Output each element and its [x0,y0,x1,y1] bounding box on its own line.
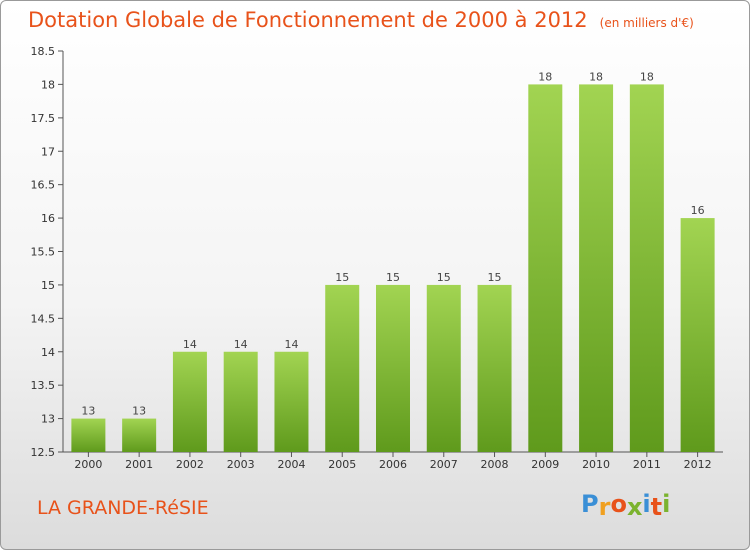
bar-value-label: 15 [488,271,502,284]
x-tick-label: 2011 [633,458,661,471]
logo-letter: i [662,490,671,518]
y-tick-label: 13 [41,413,55,426]
chart-title-text: Dotation Globale de Fonctionnement de 20… [28,8,588,32]
y-tick-label: 15.5 [31,246,56,259]
bar-value-label: 14 [183,338,197,351]
bar-2008 [477,284,512,452]
logo-letter: r [598,493,611,521]
bar-value-label: 18 [589,70,603,83]
bar-value-label: 15 [437,271,451,284]
x-tick-label: 2010 [582,458,610,471]
x-tick-label: 2007 [430,458,458,471]
bar-2012 [680,218,715,452]
bar-value-label: 14 [284,338,298,351]
commune-name: LA GRANDE-RéSIE [37,497,209,519]
logo-letter: t [650,493,663,521]
bar-2000 [71,418,106,452]
bar-2006 [376,284,410,452]
bar-value-label: 14 [234,338,248,351]
y-tick-label: 18.5 [31,45,56,58]
y-tick-label: 18 [41,78,55,91]
x-tick-label: 2012 [684,458,712,471]
bar-2004 [274,351,309,452]
x-tick-label: 2001 [125,458,153,471]
bar-2007 [426,284,461,452]
logo-letter: x [626,493,643,521]
chart-axes: 12.5 13 13.5 14 14.5 15 15.5 16 16.5 17 17.5 18 18.5… [31,45,723,471]
y-tick-label: 16 [41,212,55,225]
x-tick-label: 2000 [74,458,102,471]
chart-title: Dotation Globale de Fonctionnement de 20… [28,8,694,32]
y-tick-label: 15 [41,279,55,292]
y-tick-label: 14.5 [31,312,56,325]
x-tick-label: 2003 [227,458,255,471]
bar-value-label: 13 [81,405,95,418]
bar-2001 [122,418,157,452]
bar-2009 [528,84,563,453]
bar-value-label: 15 [386,271,400,284]
y-tick-label: 12.5 [31,446,56,459]
bar-value-label: 16 [691,204,705,217]
bar-2003 [223,351,258,452]
chart-subtitle: (en milliers d'€) [599,16,694,30]
bar-value-label: 18 [640,70,654,83]
x-tick-label: 2002 [176,458,204,471]
y-tick-label: 13.5 [31,379,56,392]
bar-value-label: 18 [538,70,552,83]
x-tick-label: 2008 [481,458,509,471]
bar-2005 [325,284,360,452]
logo-letter: i [642,490,651,518]
y-tick-label: 14 [41,346,55,359]
bar-value-label: 13 [132,405,146,418]
logo-letter: o [610,490,627,518]
y-tick-label: 17.5 [31,112,56,125]
logo-letter: P [581,490,599,518]
x-tick-label: 2004 [277,458,305,471]
bar-value-label: 15 [335,271,349,284]
bar-2010 [579,84,614,453]
y-tick-label: 17 [41,145,55,158]
chart-bars: 13 13 14 14 14 15 15 15 15 18 18 18 16 [71,70,715,453]
x-tick-label: 2009 [531,458,559,471]
x-tick-label: 2005 [328,458,356,471]
bar-2002 [172,351,207,452]
x-tick-label: 2006 [379,458,407,471]
proxiti-logo: Proxiti [581,490,671,521]
y-tick-label: 16.5 [31,179,56,192]
bar-2011 [629,84,664,453]
